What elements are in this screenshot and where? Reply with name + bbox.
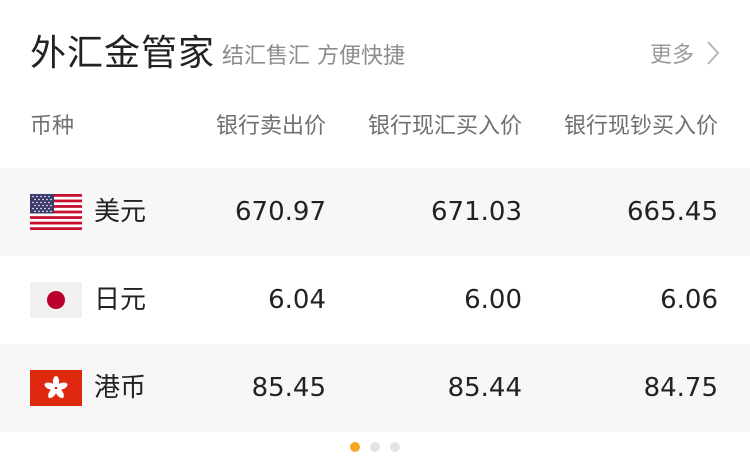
currency-name: 美元 (94, 197, 147, 227)
currency-name: 港币 (94, 373, 147, 403)
bank-buy-exchange-value: 671.03 (431, 197, 522, 227)
bank-buy-cash-value: 84.75 (643, 373, 718, 403)
card-header: 外汇金管家 结汇售汇 方便快捷 更多 (30, 28, 720, 80)
column-header-bank-sell: 银行卖出价 (215, 114, 326, 139)
table-row[interactable]: 港币 85.45 85.44 84.75 (0, 344, 750, 432)
more-link[interactable]: 更多 (650, 38, 720, 68)
bank-buy-cash-value: 6.06 (660, 285, 718, 315)
page-title: 外汇金管家 (30, 33, 216, 74)
more-label: 更多 (649, 43, 694, 68)
bank-buy-cash-value: 665.45 (627, 197, 718, 227)
hk-flag-icon (30, 370, 82, 406)
jp-flag-icon (30, 282, 82, 318)
bank-buy-exchange-value: 85.44 (447, 373, 522, 403)
table-row[interactable]: 日元 6.04 6.00 6.06 (0, 256, 750, 344)
pagination-dots (0, 442, 750, 452)
chevron-right-icon (706, 40, 720, 66)
column-header-currency: 币种 (30, 114, 75, 139)
pagination-dot[interactable] (370, 442, 380, 452)
table-row[interactable]: 美元 670.97 671.03 665.45 (0, 168, 750, 256)
column-header-bank-buy-exchange: 银行现汇买入价 (367, 114, 522, 139)
bank-sell-value: 670.97 (235, 197, 326, 227)
bank-sell-value: 6.04 (268, 285, 326, 315)
us-flag-icon (30, 194, 82, 230)
column-header-bank-buy-cash: 银行现钞买入价 (563, 114, 718, 139)
pagination-dot[interactable] (350, 442, 360, 452)
page-subtitle: 结汇售汇 方便快捷 (222, 44, 405, 69)
bank-buy-exchange-value: 6.00 (464, 285, 522, 315)
bank-sell-value: 85.45 (251, 373, 326, 403)
pagination-dot[interactable] (390, 442, 400, 452)
currency-name: 日元 (94, 285, 147, 315)
